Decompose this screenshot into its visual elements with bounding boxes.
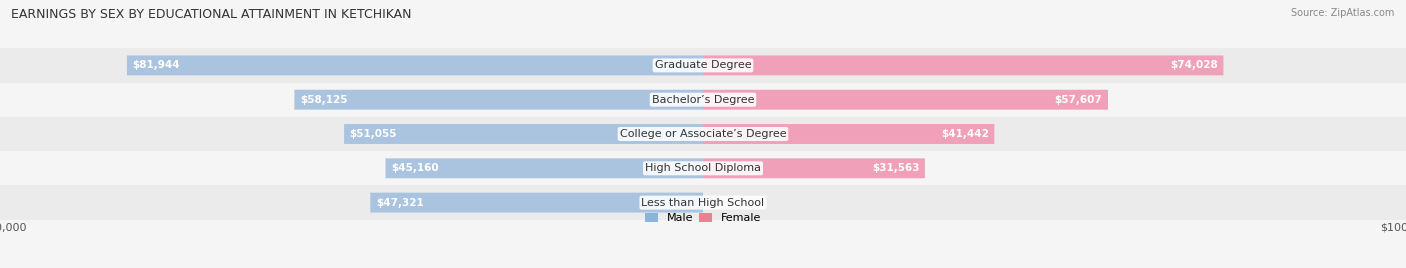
Text: $47,321: $47,321 xyxy=(375,198,423,208)
Text: Source: ZipAtlas.com: Source: ZipAtlas.com xyxy=(1291,8,1395,18)
Text: Graduate Degree: Graduate Degree xyxy=(655,60,751,70)
FancyBboxPatch shape xyxy=(703,158,925,178)
Text: $81,944: $81,944 xyxy=(132,60,180,70)
Bar xyxy=(0,83,1406,117)
Text: $74,028: $74,028 xyxy=(1170,60,1218,70)
FancyBboxPatch shape xyxy=(703,90,1108,110)
Text: $0: $0 xyxy=(709,198,721,208)
FancyBboxPatch shape xyxy=(370,193,703,213)
Text: College or Associate’s Degree: College or Associate’s Degree xyxy=(620,129,786,139)
Bar xyxy=(0,151,1406,185)
Legend: Male, Female: Male, Female xyxy=(640,209,766,228)
FancyBboxPatch shape xyxy=(294,90,703,110)
Bar xyxy=(0,117,1406,151)
FancyBboxPatch shape xyxy=(127,55,703,75)
Text: High School Diploma: High School Diploma xyxy=(645,163,761,173)
Text: $41,442: $41,442 xyxy=(941,129,988,139)
FancyBboxPatch shape xyxy=(703,55,1223,75)
Bar xyxy=(0,48,1406,83)
Text: $57,607: $57,607 xyxy=(1054,95,1102,105)
Text: $45,160: $45,160 xyxy=(391,163,439,173)
Text: $51,055: $51,055 xyxy=(350,129,398,139)
Text: Less than High School: Less than High School xyxy=(641,198,765,208)
FancyBboxPatch shape xyxy=(385,158,703,178)
Text: Bachelor’s Degree: Bachelor’s Degree xyxy=(652,95,754,105)
Text: $31,563: $31,563 xyxy=(872,163,920,173)
FancyBboxPatch shape xyxy=(344,124,703,144)
Text: EARNINGS BY SEX BY EDUCATIONAL ATTAINMENT IN KETCHIKAN: EARNINGS BY SEX BY EDUCATIONAL ATTAINMEN… xyxy=(11,8,412,21)
Text: $58,125: $58,125 xyxy=(299,95,347,105)
FancyBboxPatch shape xyxy=(703,124,994,144)
Bar xyxy=(0,185,1406,220)
